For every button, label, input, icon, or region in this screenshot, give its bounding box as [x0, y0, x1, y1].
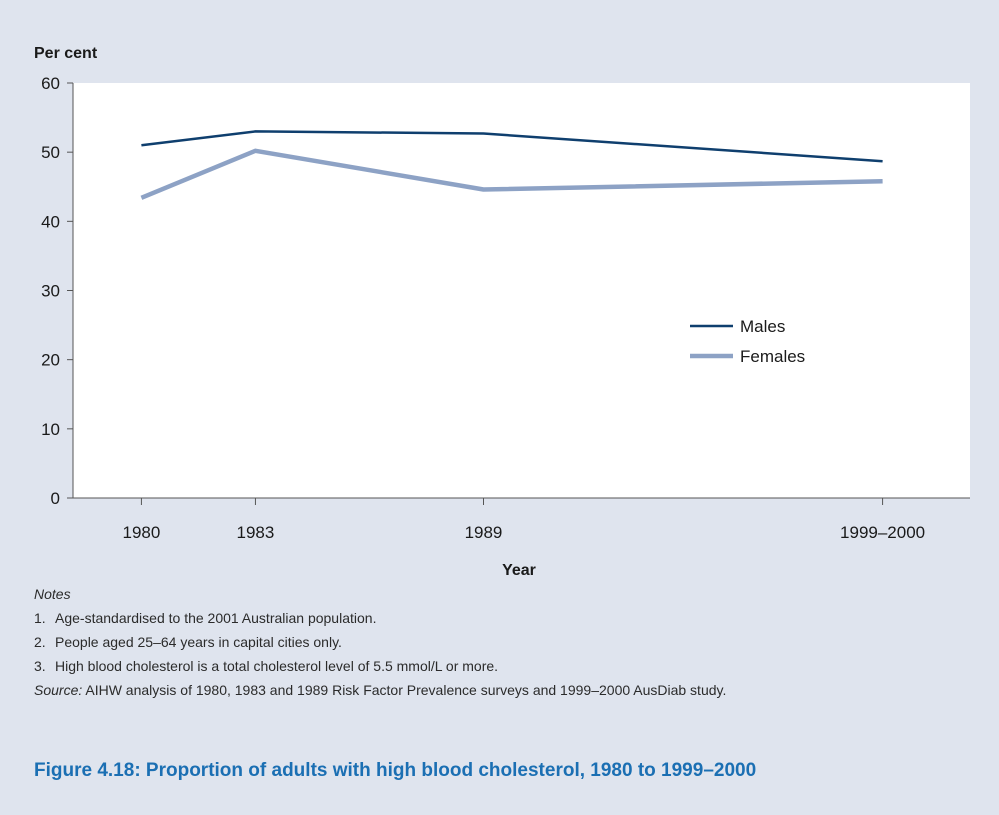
y-tick-label: 0 — [51, 489, 60, 508]
x-tick-label: 1989 — [465, 523, 503, 542]
line-chart: Per cent Year 0 10 20 30 40 50 60 1980 1983 1989 1… — [34, 45, 970, 579]
y-tick-label: 50 — [41, 143, 60, 162]
x-tick-label: 1983 — [237, 523, 275, 542]
y-tick-label: 40 — [41, 212, 60, 231]
notes-block: Notes 1. Age-standardised to the 2001 Aus… — [34, 583, 974, 702]
note-text: People aged 25–64 years in capital citie… — [55, 634, 342, 650]
y-tick-label: 30 — [41, 282, 60, 301]
legend-label-females: Females — [740, 347, 805, 366]
series-line-males — [141, 130, 883, 163]
x-tick-label: 1999–2000 — [840, 523, 925, 542]
note-item-3: 3. High blood cholesterol is a total chol… — [34, 654, 974, 678]
y-tick-label: 10 — [41, 420, 60, 439]
x-axis-title: Year — [502, 562, 536, 579]
source-line: Source: AIHW analysis of 1980, 1983 and … — [34, 678, 974, 702]
y-axis-title: Per cent — [34, 45, 98, 62]
y-tick-label: 60 — [41, 74, 60, 93]
note-text: Age-standardised to the 2001 Australian … — [55, 610, 377, 626]
y-tick-label: 20 — [41, 351, 60, 370]
legend-label-males: Males — [740, 317, 785, 336]
note-number: 1. — [34, 610, 46, 626]
source-text: AIHW analysis of 1980, 1983 and 1989 Ris… — [82, 682, 727, 698]
note-item-1: 1. Age-standardised to the 2001 Australia… — [34, 606, 974, 630]
figure-caption: Figure 4.18: Proportion of adults with h… — [34, 760, 757, 781]
notes-heading: Notes — [34, 586, 71, 602]
note-number: 3. — [34, 658, 46, 674]
x-tick-label: 1980 — [123, 523, 161, 542]
note-item-2: 2. People aged 25–64 years in capital cit… — [34, 630, 974, 654]
source-label: Source: — [34, 682, 83, 698]
note-number: 2. — [34, 634, 46, 650]
plot-area — [73, 83, 970, 498]
series-line-females — [140, 148, 883, 200]
note-text: High blood cholesterol is a total choles… — [55, 658, 499, 674]
